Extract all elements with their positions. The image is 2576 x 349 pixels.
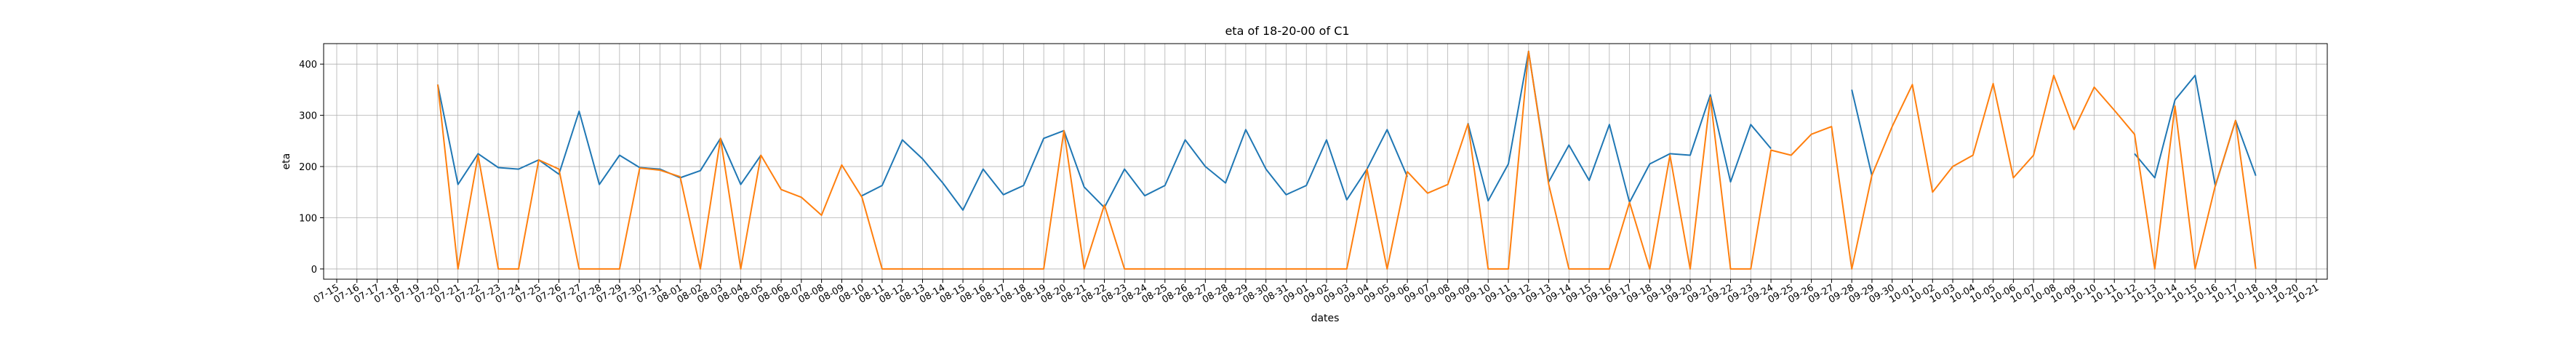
chart-title: eta of 18-20-00 of C1 xyxy=(1225,24,1349,38)
y-axis-label: eta xyxy=(281,153,292,170)
y-axis-ticks: 0 100 200 300 400 xyxy=(299,60,324,276)
y-tick-label: 400 xyxy=(299,60,317,71)
y-tick-label: 100 xyxy=(299,213,317,224)
series-line-1 xyxy=(436,84,762,185)
y-tick-label: 0 xyxy=(311,265,317,276)
plot-frame xyxy=(323,43,2328,280)
x-axis-label: dates xyxy=(1311,313,1340,324)
series-line-1 xyxy=(1467,50,1772,204)
series-line-1 xyxy=(1851,89,1873,176)
series-line-2 xyxy=(436,50,2257,270)
series-line-1 xyxy=(861,129,1409,211)
grid-lines xyxy=(324,44,2327,279)
y-tick-label: 300 xyxy=(299,111,317,122)
series-layer xyxy=(436,50,2257,270)
y-tick-label: 200 xyxy=(299,162,317,173)
